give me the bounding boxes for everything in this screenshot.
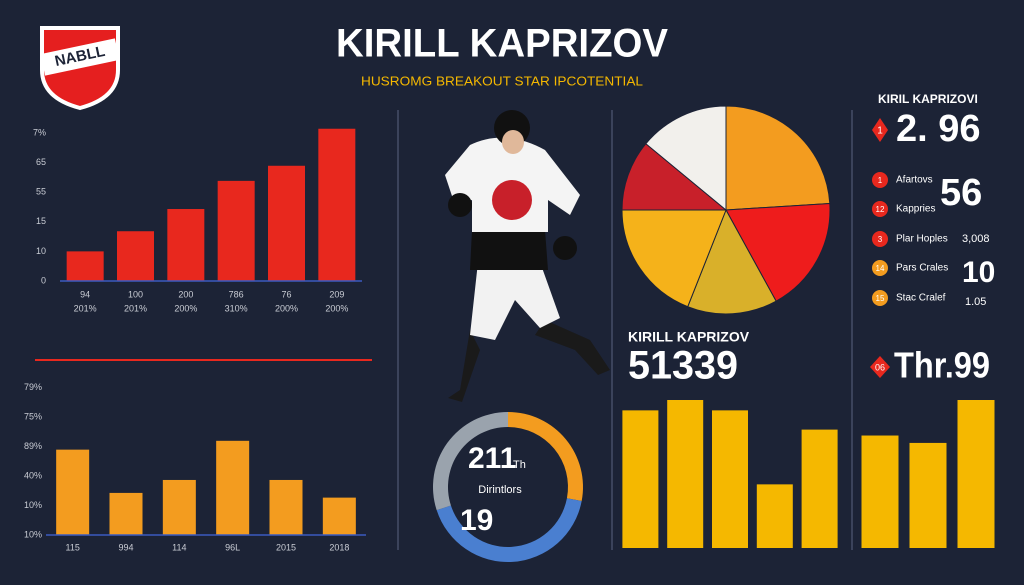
x-tick-label: 2018	[329, 542, 349, 552]
bar	[318, 128, 356, 281]
y-tick-label: 89%	[24, 441, 42, 451]
x-tick-sublabel: 200%	[275, 303, 298, 313]
donut-segment	[508, 412, 583, 502]
row-value: 1.05	[965, 296, 986, 308]
bar	[756, 484, 793, 548]
row-value: 3,008	[962, 233, 990, 245]
donut-bottom: 19	[460, 504, 493, 537]
y-tick-label: 79%	[24, 382, 42, 392]
badge	[872, 201, 888, 217]
y-tick-label: 40%	[24, 471, 42, 481]
bar	[909, 442, 947, 548]
x-tick-sublabel: 310%	[225, 303, 248, 313]
x-tick-label: 786	[229, 289, 244, 299]
badge	[872, 290, 888, 306]
y-tick-label: 10	[36, 246, 46, 256]
pie-slice	[645, 105, 727, 212]
donut-unit: Th	[513, 459, 526, 471]
badge	[872, 231, 888, 247]
badge	[872, 172, 888, 188]
bar	[957, 400, 995, 548]
badge-text: 1	[877, 126, 883, 137]
bar	[109, 492, 143, 535]
bar	[162, 479, 196, 535]
row-label: Afartovs	[896, 175, 933, 186]
badge	[872, 118, 888, 142]
pie-slice	[725, 202, 831, 302]
center-name: KIRILL KAPRIZOV	[628, 329, 750, 345]
badge-text: 06	[875, 362, 885, 372]
row-label: Plar Hoples	[896, 234, 948, 245]
bar	[667, 400, 704, 548]
y-tick-label: 7%	[33, 127, 46, 137]
row-value: 10	[962, 256, 995, 289]
title: KIRILL KAPRIZOV	[336, 22, 668, 66]
badge	[872, 260, 888, 276]
center-value: 51339	[628, 344, 738, 388]
x-tick-label: 209	[329, 289, 344, 299]
x-tick-label: 2015	[276, 542, 296, 552]
x-tick-label: 994	[118, 542, 133, 552]
y-tick-label: 10%	[24, 529, 42, 539]
bar	[269, 479, 303, 535]
bar	[268, 165, 305, 281]
x-tick-label: 76	[281, 289, 291, 299]
bar	[56, 449, 90, 535]
x-tick-label: 114	[172, 542, 186, 552]
bar	[861, 435, 899, 548]
badge-text: 15	[876, 294, 885, 303]
row-label: Pars Crales	[896, 263, 948, 274]
x-tick-label: 96L	[225, 542, 240, 552]
y-tick-label: 55	[36, 187, 46, 197]
stats-name: KIRIL KAPRIZOVI	[878, 92, 978, 106]
x-tick-label: 200	[178, 289, 193, 299]
x-tick-label: 94	[80, 289, 90, 299]
badge	[870, 356, 890, 378]
bar	[712, 410, 748, 548]
subtitle: HUSROMG BREAKOUT STAR IPCOTENTIAL	[361, 73, 643, 88]
bar	[167, 209, 205, 281]
x-tick-sublabel: 201%	[124, 303, 147, 313]
badge-text: 14	[876, 264, 885, 273]
donut-top: 211	[468, 442, 516, 475]
pie-slice	[621, 143, 728, 211]
bar	[322, 497, 356, 535]
badge-text: 3	[878, 235, 883, 244]
bar	[66, 251, 104, 281]
y-tick-label: 15	[36, 216, 46, 226]
bar	[117, 231, 154, 281]
bar	[216, 440, 250, 535]
y-tick-label: 10%	[24, 500, 42, 510]
stats-big-value: 56	[940, 172, 982, 214]
y-tick-label: 0	[41, 275, 46, 285]
donut-segment	[433, 412, 508, 511]
badge-text: 1	[878, 176, 883, 185]
bar	[217, 180, 255, 281]
bar	[801, 429, 838, 548]
right-value: Thr.99	[894, 345, 990, 386]
pie-slice	[687, 208, 777, 315]
badge-text: 12	[876, 205, 885, 214]
y-tick-label: 75%	[24, 412, 42, 422]
stats-headline: 2. 96	[896, 108, 981, 150]
x-tick-sublabel: 200%	[174, 303, 197, 313]
bar	[622, 410, 659, 548]
x-tick-sublabel: 201%	[74, 303, 97, 313]
pie-slice	[725, 105, 831, 211]
pie-slice	[621, 209, 727, 308]
x-tick-label: 100	[128, 289, 143, 299]
player	[445, 110, 610, 402]
donut-label: Dirintlors	[478, 484, 522, 496]
logo: NABLL	[40, 26, 120, 111]
x-tick-label: 115	[65, 542, 79, 552]
x-tick-sublabel: 200%	[325, 303, 348, 313]
row-label: Stac Cralef	[896, 293, 946, 304]
row-label: Kappries	[896, 204, 935, 215]
y-tick-label: 65	[36, 157, 46, 167]
donut-segment	[436, 498, 582, 562]
